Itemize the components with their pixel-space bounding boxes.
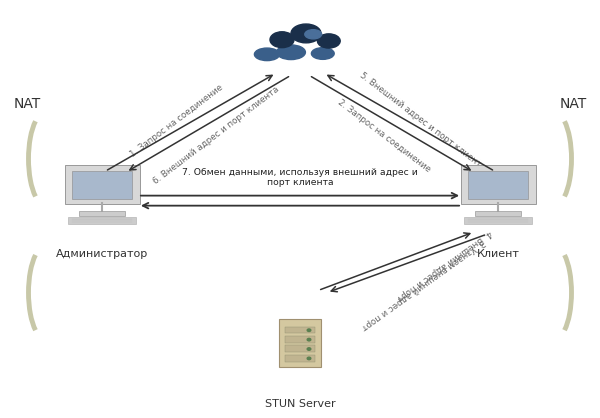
Text: STUN Server: STUN Server bbox=[265, 399, 335, 409]
Text: 5. Внешний адрес и порт клиента: 5. Внешний адрес и порт клиента bbox=[358, 71, 488, 172]
Bar bbox=[468, 171, 528, 199]
FancyBboxPatch shape bbox=[68, 217, 136, 224]
Bar bbox=[285, 336, 315, 343]
Ellipse shape bbox=[254, 48, 280, 61]
Ellipse shape bbox=[270, 32, 294, 48]
Circle shape bbox=[307, 348, 311, 350]
Bar bbox=[285, 327, 315, 334]
Bar bbox=[79, 212, 125, 216]
Circle shape bbox=[307, 339, 311, 341]
Text: 6. Внешний адрес и порт клиента: 6. Внешний адрес и порт клиента bbox=[151, 85, 281, 186]
FancyBboxPatch shape bbox=[280, 319, 320, 367]
FancyBboxPatch shape bbox=[464, 217, 532, 224]
Ellipse shape bbox=[305, 30, 322, 39]
Text: 3. Узнаем внешний адрес и порт: 3. Узнаем внешний адрес и порт bbox=[359, 237, 487, 331]
Bar bbox=[73, 171, 132, 199]
FancyBboxPatch shape bbox=[461, 165, 536, 204]
Text: Администратор: Администратор bbox=[56, 249, 148, 259]
Text: Клиент: Клиент bbox=[476, 249, 520, 259]
Bar bbox=[475, 212, 521, 216]
Text: NAT: NAT bbox=[13, 97, 41, 112]
Ellipse shape bbox=[311, 48, 334, 59]
Text: 4. Внешний адрес и порт: 4. Внешний адрес и порт bbox=[395, 228, 493, 303]
Bar bbox=[285, 345, 315, 352]
Ellipse shape bbox=[317, 34, 340, 48]
FancyBboxPatch shape bbox=[65, 165, 139, 204]
Circle shape bbox=[307, 329, 311, 331]
Text: 1. Запрос на соединение: 1. Запрос на соединение bbox=[129, 83, 225, 159]
Text: NAT: NAT bbox=[559, 97, 587, 112]
Text: 7. Обмен данными, используя внешний адрес и
порт клиента: 7. Обмен данными, используя внешний адре… bbox=[182, 168, 418, 187]
Circle shape bbox=[307, 357, 311, 359]
Bar bbox=[285, 355, 315, 362]
Ellipse shape bbox=[277, 45, 305, 60]
Text: 2. Запрос на соединение: 2. Запрос на соединение bbox=[336, 98, 432, 174]
Ellipse shape bbox=[291, 24, 321, 43]
